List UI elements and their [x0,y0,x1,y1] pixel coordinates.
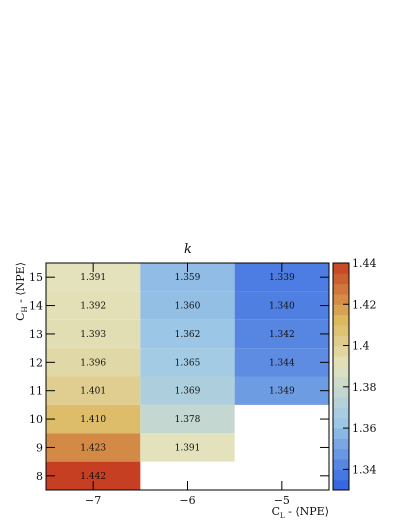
colorbar-tick-label: 1.36 [352,422,377,435]
cell-value-label: 1.442 [80,472,106,482]
heatmap-cell [140,433,235,462]
y-tick-label: 15 [29,271,43,284]
y-tick-label: 10 [29,413,43,426]
heatmap-cell [234,291,329,320]
y-tick-label: 11 [29,385,43,398]
y-tick-label: 8 [36,470,43,483]
cell-value-label: 1.360 [175,302,201,312]
colorbar-segment [333,479,349,491]
colorbar-segment [333,417,349,429]
colorbar-segment [333,386,349,398]
colorbar-segment [333,376,349,388]
heatmap-cell [46,319,141,349]
colorbar-segment [333,448,349,460]
cell-value-label: 1.391 [175,443,201,453]
colorbar-segment [333,355,349,367]
heatmap-cell [46,433,141,462]
colorbar-tick-label: 1.42 [352,298,377,311]
colorbar-segment [333,324,349,336]
x-tick-label: −6 [179,494,195,507]
heatmap-cell [46,348,141,377]
cell-value-label: 1.369 [175,387,201,397]
chart-title: k [184,242,192,257]
colorbar-tick-label: 1.34 [352,463,377,476]
heatmap-cell [140,291,235,320]
cell-value-label: 1.359 [175,273,201,283]
heatmap-cell [234,348,329,377]
y-axis-ticks: 8 9 10 11 12 13 14 15 [29,271,329,483]
colorbar-segment [333,283,349,295]
cell-value-label: 1.342 [269,330,295,340]
cell-value-label: 1.401 [80,387,106,397]
colorbar-segment [333,273,349,285]
x-tick-label: −5 [274,494,290,507]
colorbar-segment [333,335,349,347]
y-axis-title: CH - ⟨NPE⟩ [14,262,29,321]
colorbar-segment [333,345,349,357]
colorbar-segment [333,407,349,419]
x-tick-label: −7 [85,494,101,507]
x-axis-ticks: −7 −6 −5 [85,263,290,507]
y-tick-label: 14 [29,300,43,313]
heatmap-cell [234,319,329,349]
colorbar: 1.34 1.36 1.38 1.4 1.42 1.44 [332,257,377,491]
y-tick-label: 12 [29,356,43,369]
cell-value-label: 1.393 [80,330,106,340]
y-tick-label: 13 [29,328,43,341]
heatmap-cells: 1.391 1.359 1.339 1.392 1.360 1.340 1.393 1.362… [46,263,329,490]
heatmap-cell [46,376,141,405]
colorbar-segment [333,428,349,439]
colorbar-tick-label: 1.44 [352,257,377,270]
cell-value-label: 1.344 [269,358,295,368]
heatmap-cell [140,376,235,405]
cell-value-label: 1.392 [80,302,106,312]
cell-value-label: 1.410 [80,415,106,425]
heatmap-cell [140,404,235,434]
colorbar-segment [333,293,349,305]
cell-value-label: 1.349 [269,387,295,397]
colorbar-segment [333,438,349,450]
cell-value-label: 1.378 [175,415,201,425]
cell-value-label: 1.339 [269,273,295,283]
cell-value-label: 1.391 [80,273,106,283]
cell-value-label: 1.365 [175,358,201,368]
colorbar-segment [333,459,349,470]
x-axis-title: CL - ⟨NPE⟩ [272,505,329,520]
heatmap-cell [46,404,141,434]
colorbar-segment [333,469,349,481]
colorbar-segment [333,397,349,408]
colorbar-segment [333,314,349,326]
heatmap-cell [140,348,235,377]
y-tick-label: 9 [36,441,43,454]
heatmap-cell [234,376,329,405]
cell-value-label: 1.340 [269,302,295,312]
cell-value-label: 1.423 [80,443,106,453]
colorbar-segment [333,304,349,316]
cell-value-label: 1.362 [175,330,201,340]
colorbar-tick-label: 1.4 [352,340,370,353]
colorbar-segment [333,263,349,274]
colorbar-segment [333,366,349,377]
cell-value-label: 1.396 [80,358,106,368]
heatmap-cell [140,319,235,349]
heatmap-cell [46,291,141,320]
colorbar-tick-label: 1.38 [352,381,377,394]
